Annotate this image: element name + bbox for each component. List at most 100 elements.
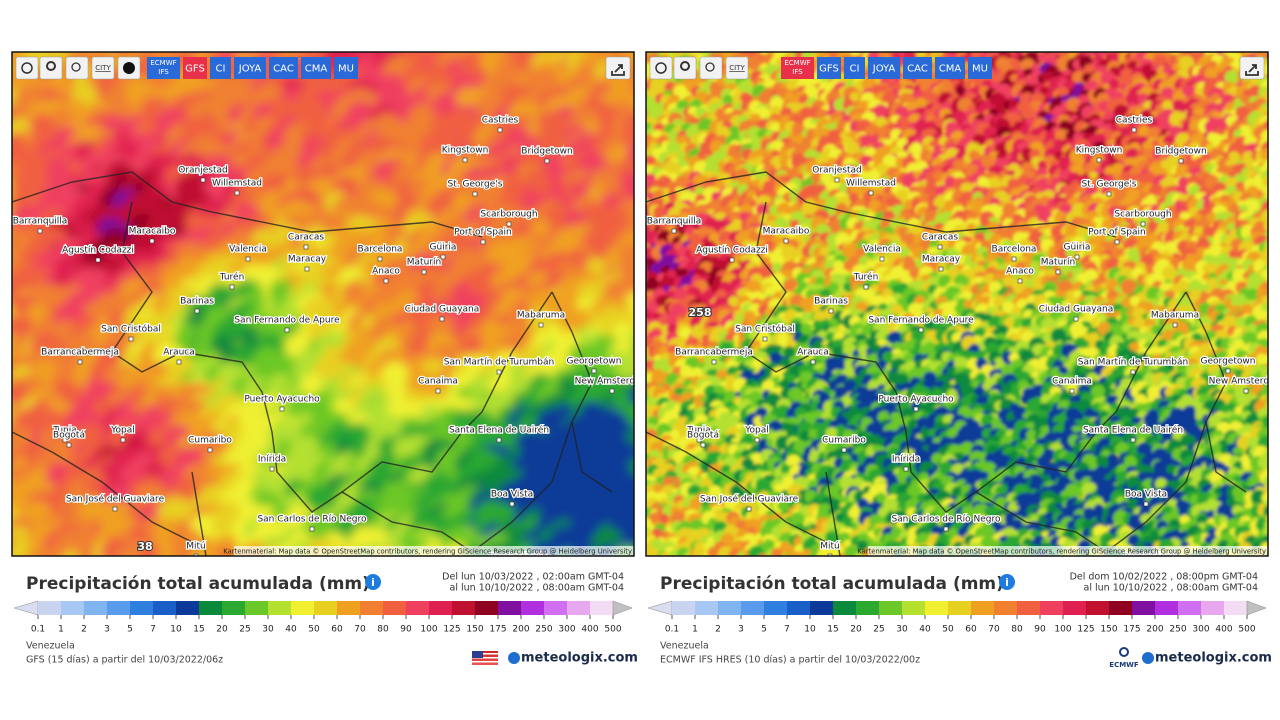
precip-cell [892,36,904,48]
city-marker [304,266,310,272]
city-label: Barcelona [358,245,403,255]
model-button[interactable] [334,57,358,79]
legend-tick-label: 30 [262,625,274,635]
precip-cell [987,37,999,49]
tool-button[interactable] [39,56,63,80]
city-label: Inírida [258,455,286,465]
precip-cell [163,17,195,49]
precip-cell [1044,130,1056,142]
model-button[interactable] [183,57,207,79]
city-label: Mitú [186,542,206,552]
precip-cell [1081,40,1092,51]
precip-cell [956,86,967,97]
precip-cell [172,540,203,556]
precip-cell [759,38,772,51]
tool-icon [21,62,33,74]
precip-cell [441,18,474,51]
legend-tick-label: 60 [331,625,343,635]
legend-swatch [199,601,222,615]
precip-cell [1224,70,1239,85]
model-button-label: CAC [273,64,294,75]
precip-cell [520,52,526,53]
city-label: Puerto Ayacucho [244,395,320,405]
precip-cell [1108,78,1120,90]
city-label: Castries [482,116,519,126]
precip-field [646,36,1268,556]
model-button[interactable] [147,57,180,79]
legend-tick-label: 2 [81,625,87,635]
model-button[interactable] [210,57,231,79]
city-marker [497,127,503,133]
precip-cell [874,52,879,53]
model-button-label: GFS [185,64,205,75]
model-button[interactable] [269,57,298,79]
precip-cell [757,92,771,105]
city-label: Barinas [180,297,214,307]
city-label: San José del Guaviare [66,494,165,505]
model-button-label: IFS [158,68,169,76]
city-label: New Amsterdam [575,377,650,387]
precip-cell [981,52,988,53]
precip-cell [1183,36,1198,51]
legend-tick-label: 100 [420,625,437,635]
precip-cell [1167,38,1178,49]
precip-cell [904,52,906,53]
precip-cell [646,143,647,149]
legend-tick-label: 20 [216,625,228,635]
border-line [111,201,553,513]
city-marker [229,284,235,290]
city-label: Santa Elena de Uairén [449,425,549,436]
brand-icon [508,652,520,664]
legend-swatch [452,601,475,615]
precip-cell [0,20,19,47]
precip-cell [321,52,334,54]
precip-cell [0,483,5,508]
legend-tick-label: 3 [104,625,110,635]
model-button[interactable] [234,57,266,79]
legend-tick-label: 125 [443,625,460,635]
precip-cell [1013,36,1028,51]
legend-tick-label: 5 [127,625,133,635]
max-value-label: 38 [137,540,152,553]
precip-cell [1045,37,1055,47]
city-label: Valencia [229,245,267,255]
legend-over-arrow [612,600,633,616]
precip-cell [1146,127,1162,142]
precip-cell [1113,146,1129,162]
tool-button[interactable] [65,56,89,80]
city-label: Willemstad [212,179,262,189]
city-marker [435,388,441,394]
precip-cell [656,39,666,49]
info-icon[interactable] [365,574,381,590]
city-label: Güiria [430,243,457,253]
legend-tick-label: 15 [193,625,204,635]
precip-cell [960,37,971,48]
city-label: Arauca [163,348,195,358]
flag-stripe [472,661,498,663]
precip-cell [63,21,89,47]
city-label: Turén [219,272,245,283]
info-icon-glyph: i [371,576,375,589]
legend-tick-label: 175 [489,625,506,635]
city-label: Maracay [288,255,327,265]
precip-cell [0,116,8,144]
legend-tick-label: 500 [604,625,621,635]
city-marker [506,221,512,227]
precip-cell [0,350,10,381]
city-marker [516,565,520,569]
model-button[interactable] [301,57,331,79]
legend-swatch [429,601,452,615]
precip-cell [280,52,298,55]
tool-button[interactable] [91,56,115,80]
legend-swatch [245,601,268,615]
city-label: Port of Spain [454,228,511,238]
precip-cell [493,503,517,527]
city-label: San Fernando de Apure [234,316,340,326]
precip-cell [0,486,12,521]
legend-swatch [475,601,498,615]
tool-icon [71,62,81,72]
period-line: Del lun 10/03/2022 , 02:00am GMT-04 [442,572,624,583]
tool-button[interactable] [15,56,39,80]
